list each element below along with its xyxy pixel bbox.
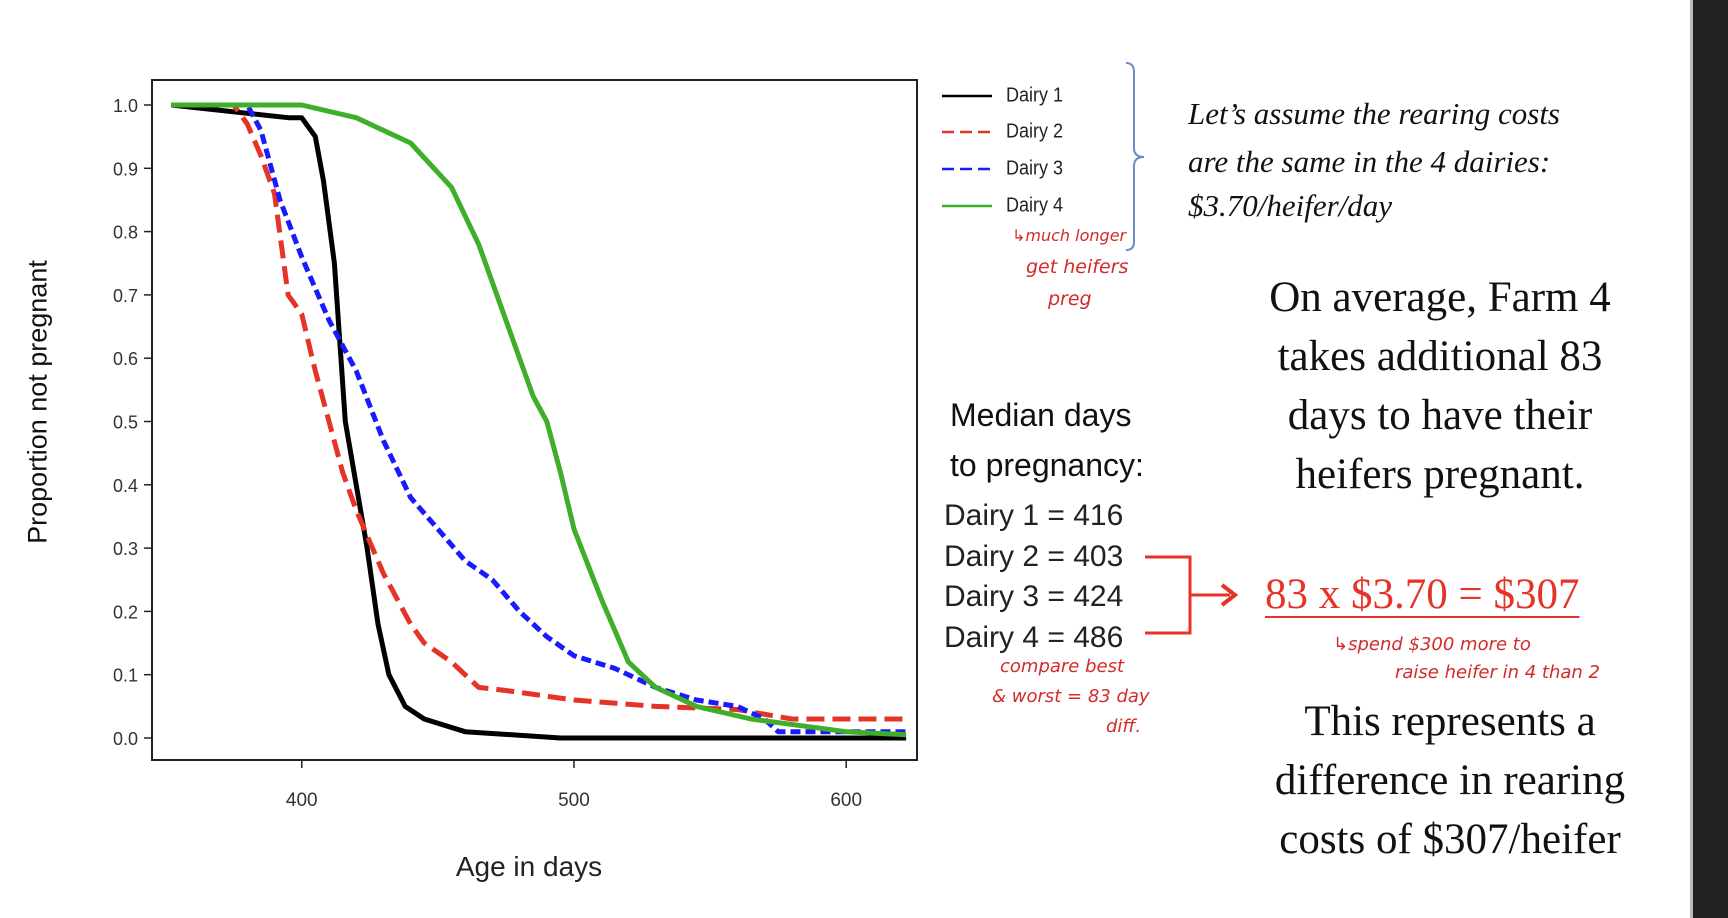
median-item: Dairy 2 = 403 bbox=[944, 539, 1124, 573]
x-tick-label: 600 bbox=[830, 790, 862, 811]
handwritten-median-note-2: & worst = 83 day bbox=[992, 686, 1150, 707]
median-item: Dairy 1 = 416 bbox=[944, 499, 1124, 532]
series-line-dairy-2 bbox=[171, 102, 907, 722]
conclusion-line: costs of $307/heifer bbox=[1279, 816, 1621, 863]
brace-icon bbox=[1125, 62, 1145, 251]
y-tick-label: 0.7 bbox=[113, 286, 138, 306]
assumption-line-2: are the same in the 4 dairies: bbox=[1188, 144, 1551, 179]
summary-line: heifers pregnant. bbox=[1295, 451, 1585, 498]
median-heading-line: to pregnancy: bbox=[950, 447, 1144, 483]
handwritten-median-note-1: compare best bbox=[1000, 656, 1125, 677]
conclusion-text: This represents a difference in rearing … bbox=[1240, 692, 1660, 869]
x-tick-label: 500 bbox=[558, 790, 590, 811]
bracket-arrow-icon bbox=[1145, 555, 1239, 635]
plot-frame bbox=[151, 79, 918, 761]
legend-label-dairy-4: Dairy 4 bbox=[1006, 194, 1064, 217]
summary-line: On average, Farm 4 bbox=[1269, 274, 1611, 321]
summary-text: On average, Farm 4 takes additional 83 d… bbox=[1240, 268, 1640, 504]
conclusion-line: This represents a bbox=[1304, 698, 1596, 745]
legend-label-dairy-3: Dairy 3 bbox=[1006, 157, 1064, 180]
y-tick-label: 0.9 bbox=[113, 159, 138, 179]
x-tick-label: 400 bbox=[286, 790, 318, 811]
y-tick-label: 1.0 bbox=[113, 96, 138, 116]
summary-line: takes additional 83 bbox=[1277, 333, 1603, 380]
series-line-dairy-4 bbox=[171, 102, 907, 738]
y-tick-label: 0.5 bbox=[113, 413, 138, 433]
legend-label-dairy-1: Dairy 1 bbox=[1006, 84, 1064, 107]
handwritten-legend-note-3: preg bbox=[1048, 288, 1092, 310]
median-list: Dairy 1 = 416 Dairy 2 = 403 Dairy 3 = 42… bbox=[944, 496, 1123, 658]
median-item: Dairy 4 = 486 bbox=[944, 620, 1124, 654]
median-heading: Median days to pregnancy: bbox=[950, 390, 1144, 490]
y-tick-label: 0.6 bbox=[113, 349, 138, 369]
x-axis-label: Age in days bbox=[455, 851, 603, 882]
median-item: Dairy 3 = 424 bbox=[944, 580, 1124, 613]
y-tick-label: 0.1 bbox=[113, 666, 138, 686]
handwritten-calc-note-2: raise heifer in 4 than 2 bbox=[1395, 662, 1601, 683]
y-tick-label: 0.4 bbox=[113, 476, 138, 496]
handwritten-legend-note-1: ↳much longer bbox=[1012, 226, 1127, 245]
assumption-line-1: Let’s assume the rearing costs bbox=[1188, 96, 1560, 131]
series-line-dairy-3 bbox=[220, 102, 907, 735]
survival-chart: 0.0 0.1 0.2 0.3 0.4 0.5 0.6 0.7 0.8 0.9 1.0 400 500… bbox=[113, 79, 992, 811]
handwritten-legend-note-2: get heifers bbox=[1026, 256, 1129, 278]
side-panel bbox=[1690, 0, 1728, 918]
y-tick-label: 0.8 bbox=[113, 223, 138, 243]
legend-label-dairy-2: Dairy 2 bbox=[1006, 120, 1064, 143]
conclusion-line: difference in rearing bbox=[1274, 757, 1626, 804]
handwritten-calc-note-1: ↳spend $300 more to bbox=[1333, 634, 1531, 655]
assumption-line-3: $3.70/heifer/day bbox=[1188, 188, 1393, 223]
series-line-dairy-1 bbox=[170, 102, 907, 741]
y-tick-label: 0.3 bbox=[113, 539, 138, 559]
median-heading-line: Median days bbox=[950, 397, 1132, 433]
y-tick-label: 0.2 bbox=[113, 602, 138, 622]
y-axis-label: Proportion not pregnant bbox=[22, 260, 53, 544]
y-tick-label: 0.0 bbox=[113, 729, 138, 749]
handwritten-median-note-3: diff. bbox=[1106, 716, 1142, 737]
summary-line: days to have their bbox=[1287, 392, 1593, 439]
cost-calculation: 83 x $3.70 = $307 bbox=[1265, 571, 1580, 618]
